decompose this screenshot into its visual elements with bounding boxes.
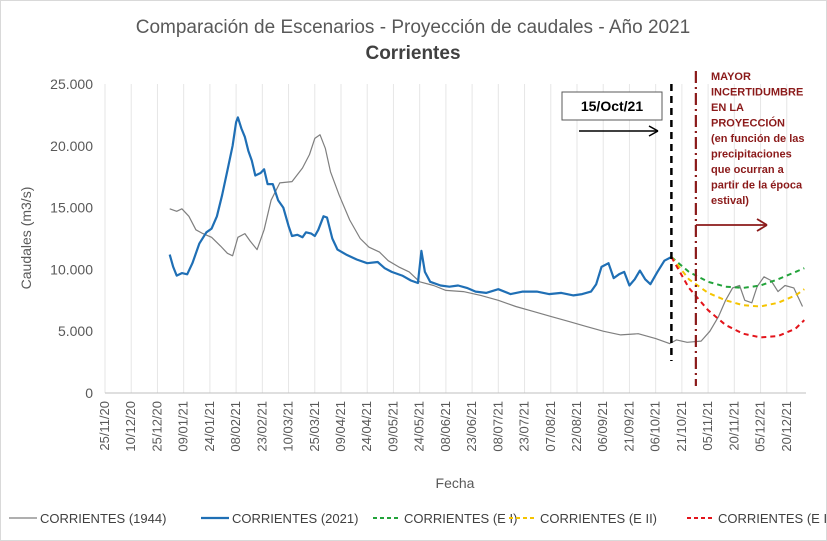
x-tick-label: 07/08/21 <box>543 401 558 452</box>
chart-subtitle: Corrientes <box>365 43 460 64</box>
x-tick-label: 25/12/20 <box>149 401 164 452</box>
x-tick-label: 21/10/21 <box>674 401 689 452</box>
y-tick-label: 5.000 <box>58 323 93 339</box>
legend-label-e3: CORRIENTES (E III) <box>718 511 826 526</box>
x-tick-label: 21/09/21 <box>621 401 636 452</box>
y-tick-label: 20.000 <box>50 138 93 154</box>
x-tick-label: 22/08/21 <box>569 401 584 452</box>
date-marker-box <box>561 91 663 121</box>
uncertainty-note-line: EN LA <box>711 102 744 114</box>
uncertainty-arrowhead <box>756 218 768 232</box>
x-tick-label: 24/05/21 <box>412 401 427 452</box>
x-tick-label: 10/03/21 <box>281 401 296 452</box>
chart-title: Comparación de Escenarios - Proyección d… <box>136 17 691 38</box>
y-tick-label: 15.000 <box>50 200 93 216</box>
legend: CORRIENTES (1944) CORRIENTES (2021) CORRIE… <box>9 511 826 526</box>
uncertainty-note-line: precipitaciones <box>711 149 792 161</box>
date-marker-label: 15/Oct/21 <box>581 98 643 114</box>
y-tick-label: 25.000 <box>50 76 93 92</box>
x-tick-label: 23/07/21 <box>517 401 532 452</box>
x-tick-label: 09/04/21 <box>333 401 348 452</box>
uncertainty-note-line: INCERTIDUMBRE <box>711 87 803 99</box>
y-tick-label: 0 <box>85 385 93 401</box>
x-tick-label: 06/10/21 <box>648 401 663 452</box>
x-tick-label: 09/01/21 <box>176 401 191 452</box>
uncertainty-note-line: estival) <box>711 195 749 207</box>
legend-label-e2: CORRIENTES (E II) <box>540 511 657 526</box>
legend-label-e1: CORRIENTES (E I) <box>404 511 517 526</box>
y-tick-label: 10.000 <box>50 261 93 277</box>
series-lines <box>168 116 805 345</box>
series-line-c2021 <box>168 116 672 297</box>
series-line-c1944 <box>169 134 804 345</box>
uncertainty-note-line: MAYOR <box>711 71 751 83</box>
annotations: 15/Oct/21 MAYOR INCERTIDUMBRE EN LA PROYECCI… <box>561 71 805 386</box>
uncertainty-note-line: partir de la época <box>711 180 803 192</box>
x-tick-label: 25/03/21 <box>307 401 322 452</box>
legend-label-c1944: CORRIENTES (1944) <box>40 511 166 526</box>
x-tick-label: 05/12/21 <box>753 401 768 452</box>
legend-label-c2021: CORRIENTES (2021) <box>232 511 358 526</box>
x-tick-label: 24/04/21 <box>359 401 374 452</box>
x-tick-label: 06/09/21 <box>595 401 610 452</box>
x-tick-label: 20/11/21 <box>726 401 741 451</box>
x-tick-label: 08/06/21 <box>438 401 453 452</box>
x-axis-ticks: 25/11/20 10/12/20 25/12/20 09/01/21 24/01/21… <box>97 401 794 452</box>
x-tick-label: 09/05/21 <box>385 401 400 452</box>
uncertainty-note-line: que ocurran a <box>711 164 785 176</box>
date-marker-arrowhead <box>648 125 659 137</box>
uncertainty-note-line: PROYECCIÓN <box>711 117 785 130</box>
x-tick-label: 23/06/21 <box>464 401 479 452</box>
x-tick-label: 05/11/21 <box>700 401 715 451</box>
x-tick-label: 08/07/21 <box>490 401 505 452</box>
series-line-e1 <box>670 256 805 289</box>
series-line-e3 <box>670 256 805 339</box>
y-axis-ticks: 0 5.000 10.000 15.000 20.000 25.000 <box>50 76 93 401</box>
series-line-e2 <box>670 256 805 308</box>
uncertainty-note-line: (en función de las <box>711 133 805 145</box>
grid-lines <box>104 84 788 393</box>
x-tick-label: 10/12/20 <box>123 401 138 452</box>
y-axis-label: Caudales (m3/s) <box>18 187 34 290</box>
x-tick-label: 24/01/21 <box>202 401 217 452</box>
x-tick-label: 08/02/21 <box>228 401 243 452</box>
x-tick-label: 20/12/21 <box>779 401 794 452</box>
x-tick-label: 23/02/21 <box>254 401 269 452</box>
x-tick-label: 25/11/20 <box>97 401 112 451</box>
x-axis-label: Fecha <box>436 475 475 491</box>
